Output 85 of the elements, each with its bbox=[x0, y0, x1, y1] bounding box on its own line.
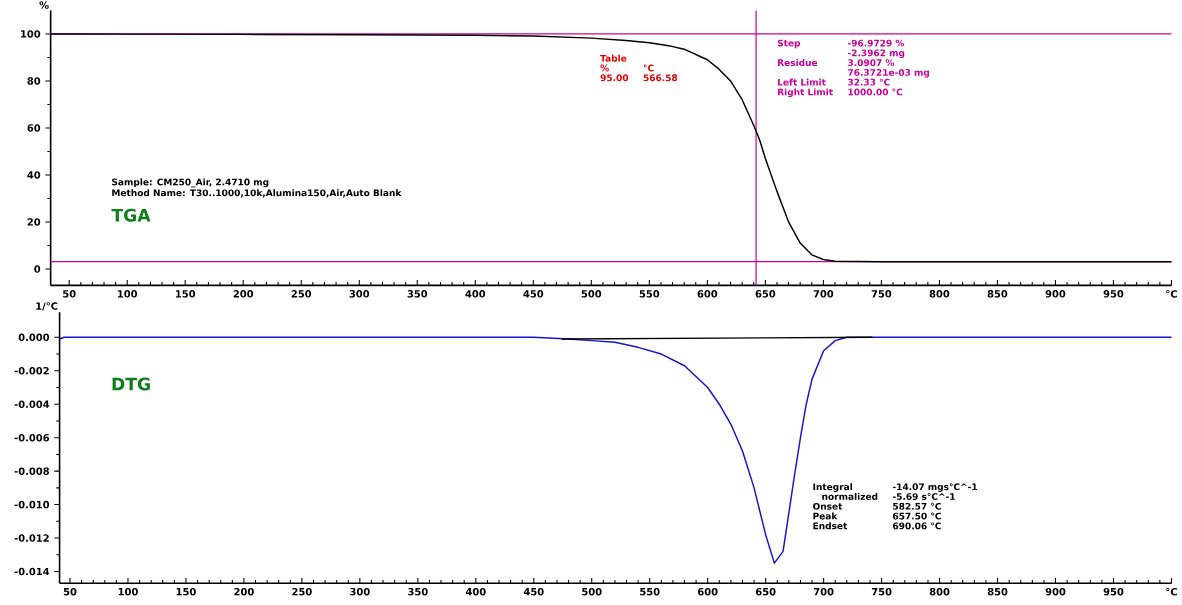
x-tick-label: 50 bbox=[63, 587, 77, 596]
x-tick-label: °C bbox=[1166, 290, 1177, 298]
x-tick-label: 650 bbox=[755, 587, 776, 596]
annotation: Right Limit bbox=[778, 88, 833, 98]
x-tick-label: 750 bbox=[871, 587, 892, 596]
annotation: 566.58 bbox=[643, 74, 678, 82]
x-tick-label: 250 bbox=[292, 587, 312, 596]
y-tick-label: -0.004 bbox=[14, 400, 50, 408]
x-tick-label: 950 bbox=[1103, 290, 1124, 298]
x-tick-label: 250 bbox=[291, 290, 312, 298]
x-tick-label: 650 bbox=[755, 290, 776, 298]
y-tick-label: -0.006 bbox=[14, 433, 50, 442]
annotation: Step bbox=[777, 39, 801, 49]
y-tick-label: 80 bbox=[27, 77, 41, 85]
x-tick-label: 150 bbox=[176, 587, 196, 596]
annotation: 3.0907 % bbox=[848, 59, 895, 67]
y-tick-label: -0.012 bbox=[14, 534, 49, 542]
y-tick-label: 0 bbox=[34, 265, 41, 273]
x-tick-label: 450 bbox=[523, 587, 544, 596]
annotation: -96.9729 % bbox=[847, 39, 905, 47]
x-tick-label: 850 bbox=[987, 290, 1008, 298]
x-tick-label: 900 bbox=[1045, 587, 1066, 596]
annotation: Integral bbox=[813, 483, 853, 492]
x-tick-label: 850 bbox=[987, 587, 1008, 596]
x-tick-label: 100 bbox=[117, 290, 138, 298]
annotation: 76.3721e-03 mg bbox=[848, 68, 930, 78]
annotation: DTG bbox=[112, 377, 150, 391]
annotation: TGA bbox=[111, 208, 151, 222]
y-tick-label: 40 bbox=[27, 171, 41, 179]
x-tick-label: 550 bbox=[640, 587, 660, 596]
x-tick-label: 400 bbox=[465, 290, 486, 298]
x-tick-label: 350 bbox=[408, 587, 428, 596]
x-tick-label: 500 bbox=[582, 587, 602, 596]
annotation: Peak bbox=[813, 512, 838, 520]
annotation: % bbox=[600, 64, 609, 72]
annotation: Left Limit bbox=[778, 78, 826, 86]
y-tick-label: -0.008 bbox=[14, 467, 49, 475]
annotation: Onset bbox=[813, 502, 843, 510]
annotation: Method Name: T30..1000,10k,Alumina150,Air,Auto Blank bbox=[112, 189, 402, 198]
y-axis-title: % bbox=[39, 1, 49, 9]
annotation: -2.3962 mg bbox=[847, 49, 905, 59]
annotation: 1000.00 °C bbox=[848, 88, 903, 96]
annotation: 582.57 °C bbox=[893, 502, 941, 510]
x-tick-label: 600 bbox=[697, 290, 718, 298]
y-tick-label: -0.014 bbox=[14, 567, 50, 576]
x-tick-label: 150 bbox=[175, 290, 196, 298]
annotation: °C bbox=[643, 64, 654, 72]
x-tick-label: 700 bbox=[813, 290, 834, 298]
y-tick-label: 100 bbox=[21, 30, 41, 38]
annotation: 95.00 bbox=[600, 74, 629, 82]
annotation: -14.07 mgs°C^-1 bbox=[892, 483, 977, 492]
annotation: normalized bbox=[822, 492, 878, 500]
y-tick-label: 0.000 bbox=[18, 333, 50, 342]
x-tick-label: 700 bbox=[813, 587, 834, 596]
x-tick-label: 300 bbox=[349, 290, 370, 298]
y-tick-label: 60 bbox=[27, 124, 41, 132]
x-tick-label: 750 bbox=[871, 290, 892, 298]
x-tick-label: 550 bbox=[639, 290, 660, 298]
x-tick-label: 500 bbox=[581, 290, 602, 298]
annotation: 657.50 °C bbox=[892, 512, 941, 520]
annotation: Residue bbox=[778, 59, 818, 67]
y-tick-label: 20 bbox=[27, 218, 41, 226]
x-tick-label: 50 bbox=[63, 290, 76, 298]
y-axis-title: 1/°C bbox=[36, 302, 58, 311]
x-tick-label: 200 bbox=[234, 587, 254, 596]
annotation: 32.33 °C bbox=[848, 78, 890, 86]
annotation: 690.06 °C bbox=[892, 522, 941, 530]
annotation: -5.69 s°C^-1 bbox=[892, 493, 955, 500]
annotation: Table bbox=[600, 54, 627, 62]
y-tick-label: -0.002 bbox=[14, 366, 49, 375]
x-tick-label: 200 bbox=[233, 290, 254, 298]
x-tick-label: 450 bbox=[523, 290, 544, 298]
x-tick-label: 800 bbox=[929, 290, 950, 298]
y-tick-label: -0.010 bbox=[14, 500, 50, 509]
x-tick-label: 600 bbox=[697, 587, 718, 596]
x-tick-label: 900 bbox=[1045, 290, 1066, 298]
x-tick-label: °C bbox=[1166, 587, 1177, 596]
x-tick-label: 350 bbox=[407, 290, 428, 298]
annotation: Sample: CM250_Air, 2.4710 mg bbox=[112, 178, 269, 188]
x-tick-label: 400 bbox=[465, 587, 486, 596]
x-tick-label: 950 bbox=[1103, 587, 1124, 596]
x-tick-label: 100 bbox=[118, 587, 138, 596]
x-tick-label: 800 bbox=[929, 587, 950, 596]
x-tick-label: 300 bbox=[350, 587, 370, 596]
annotation: Endset bbox=[813, 522, 848, 530]
